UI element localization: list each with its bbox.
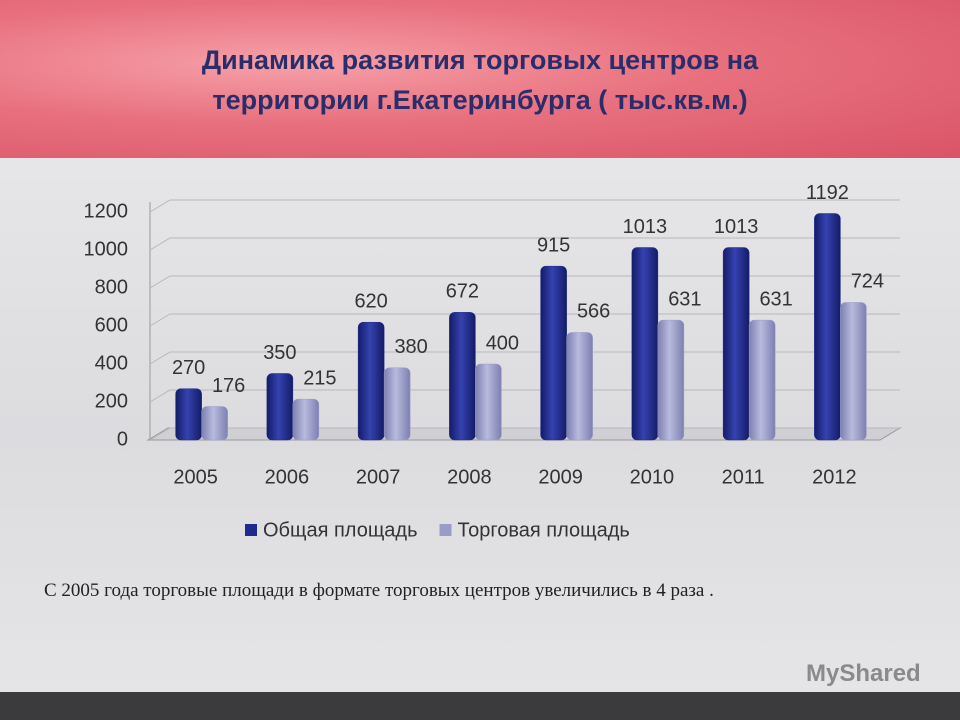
- x-tick-label: 2011: [722, 466, 765, 488]
- bar: [657, 319, 685, 441]
- value-label: 631: [668, 288, 701, 310]
- value-label: 350: [263, 342, 296, 364]
- header-banner: [0, 0, 960, 158]
- bar: [292, 398, 320, 441]
- value-label: 631: [759, 288, 792, 310]
- y-tick-label: 200: [95, 390, 128, 412]
- bar: [566, 332, 593, 441]
- y-tick-label: 600: [95, 314, 128, 336]
- bar: [840, 302, 867, 441]
- x-tick-label: 2010: [630, 466, 675, 488]
- grid-line: [149, 237, 900, 251]
- value-label: 400: [486, 332, 519, 354]
- y-tick-label: 800: [95, 276, 128, 298]
- y-tick-label: 1000: [84, 238, 129, 260]
- bar: [357, 321, 385, 441]
- value-label: 1013: [623, 216, 668, 238]
- legend-label: Торговая площадь: [458, 519, 630, 541]
- chart-title: Динамика развития торговых центров на те…: [201, 45, 759, 115]
- legend-swatch: [245, 524, 257, 536]
- value-label: 724: [851, 271, 884, 293]
- value-label: 176: [212, 375, 245, 397]
- grid-line: [149, 199, 900, 213]
- bar: [540, 265, 567, 441]
- x-tick-label: 2005: [173, 466, 218, 488]
- grid-line: [149, 313, 900, 327]
- x-tick-label: 2009: [538, 466, 583, 488]
- bar: [748, 319, 776, 441]
- bar: [631, 247, 659, 441]
- y-tick-label: 1200: [84, 200, 129, 222]
- x-tick-label: 2007: [356, 466, 401, 488]
- y-tick-label: 400: [95, 352, 128, 374]
- value-label: 1192: [806, 182, 849, 204]
- bar: [449, 312, 476, 441]
- x-tick-label: 2012: [812, 466, 857, 488]
- bar: [722, 247, 750, 441]
- bar: [475, 363, 502, 441]
- bar: [266, 373, 294, 441]
- legend-label: Общая площадь: [263, 519, 418, 541]
- bar: [814, 213, 841, 441]
- bar: [383, 367, 411, 441]
- value-label: 1013: [714, 216, 759, 238]
- bar: [175, 388, 202, 441]
- legend-swatch: [439, 524, 452, 536]
- floor: [146, 427, 902, 441]
- y-tick-label: 0: [117, 428, 128, 450]
- value-label: 566: [577, 301, 610, 323]
- value-label: 215: [303, 367, 336, 389]
- watermark: MyShared: [806, 660, 921, 687]
- value-label: 672: [446, 281, 479, 303]
- footnote: С 2005 года торговые площади в формате т…: [44, 580, 714, 601]
- value-label: 380: [394, 336, 427, 358]
- grid-line: [149, 389, 900, 403]
- x-tick-label: 2006: [265, 466, 310, 488]
- grid-line: [149, 275, 900, 289]
- bottom-bar: [0, 692, 960, 720]
- value-label: 270: [172, 357, 205, 379]
- value-label: 620: [354, 290, 387, 312]
- value-label: 915: [537, 234, 570, 256]
- x-tick-label: 2008: [447, 466, 492, 488]
- bar: [201, 406, 228, 441]
